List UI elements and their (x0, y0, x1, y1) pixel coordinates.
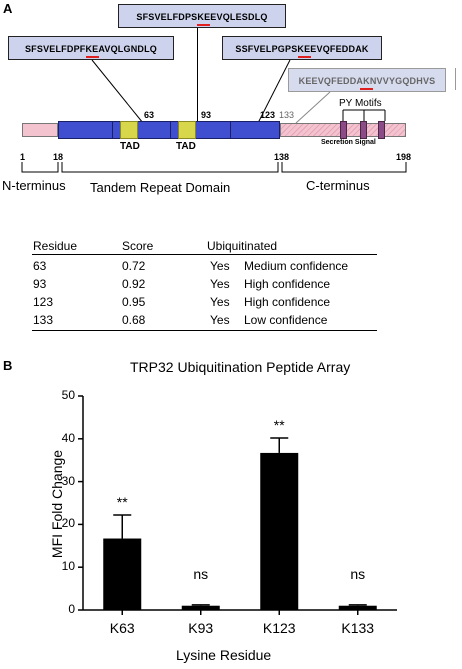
connectors (91, 59, 331, 124)
n-terminus-label: N-terminus (2, 178, 66, 193)
panel-a-label: A (3, 1, 13, 16)
table-cell-score: 0.72 (122, 259, 146, 273)
secretion-signal-label: Secretion Signal (321, 139, 376, 146)
position-198: 198 (396, 152, 412, 162)
y-tick-label: 50 (61, 388, 75, 402)
table-cell-confidence: Low confidence (244, 313, 328, 327)
y-tick-label: 0 (68, 602, 75, 616)
repeat-divider (230, 121, 231, 139)
py-motif-2 (360, 121, 367, 139)
py-motif-3 (378, 121, 385, 139)
peptide-sequence-123: SSFVELPGPSKEEVQFEDDAK (235, 44, 369, 54)
c-terminus-label: C-terminus (306, 178, 370, 193)
ubiquitination-mark-123 (298, 56, 311, 58)
table-cell-score: 0.68 (122, 313, 146, 327)
n-terminus-segment (22, 123, 58, 137)
n-terminus-bracket (21, 162, 59, 173)
y-tick-label: 40 (61, 430, 75, 445)
table-cell-confidence: High confidence (244, 295, 331, 309)
position-18: 18 (53, 152, 64, 162)
py-motif-bracket (342, 109, 386, 121)
y-tick-label: 20 (61, 516, 75, 531)
repeat-divider (112, 121, 113, 139)
table-cell-ubiquitinated: Yes (210, 277, 230, 291)
table-cell-ubiquitinated: Yes (210, 295, 230, 309)
repeat-domain-bracket (61, 162, 279, 173)
significance-k93: ns (193, 566, 208, 582)
tad-box-2 (178, 121, 196, 139)
peptide-sequence-63: SFSVELFDPFKEAVQLGNDLQ (24, 44, 158, 54)
table-cell-residue: 63 (33, 259, 47, 273)
table-cell-residue: 123 (33, 295, 54, 309)
peptide-box-133: KEEVQFEDDAKNVVYGQDHVS (288, 68, 446, 92)
site-label-123: 123 (260, 110, 276, 120)
x-tick-label: K93 (188, 620, 214, 636)
position-138: 138 (274, 152, 290, 162)
tad-label-2: TAD (176, 141, 196, 152)
ubiquitination-mark-133 (360, 88, 373, 90)
peptide-sequence-133: KEEVQFEDDAKNVVYGQDHVS (298, 76, 436, 86)
x-tick-label: K63 (109, 620, 135, 636)
connector-63 (91, 59, 144, 124)
region-brackets (21, 162, 407, 173)
ubiquitination-mark-93 (197, 24, 210, 26)
peptide-sequence-93: SFSVELFDPSKEEVQLESDLQ (136, 12, 268, 22)
table-cell-score: 0.92 (122, 277, 146, 291)
connector-133 (295, 91, 331, 124)
significance-k133: ns (350, 566, 365, 582)
repeat-divider (170, 121, 171, 139)
connector-123 (257, 59, 291, 124)
bar-k133 (338, 605, 377, 610)
chart-title: TRP32 Ubiquitination Peptide Array (130, 359, 351, 375)
chart-xlabel: Lysine Residue (176, 647, 272, 663)
site-label-63: 63 (144, 110, 155, 120)
table-cell-confidence: Medium confidence (244, 259, 349, 273)
site-label-93: 93 (201, 110, 212, 120)
table-cell-ubiquitinated: Yes (210, 259, 230, 273)
site-label-133: 133 (279, 110, 295, 120)
bar-k123 (260, 452, 299, 610)
table-cell-residue: 93 (33, 277, 47, 291)
table-header-ubiquitinated: Ubiquitinated (207, 239, 278, 253)
table-rule-top (32, 254, 377, 255)
ubiquitination-mark-63 (86, 56, 99, 58)
table-cell-ubiquitinated: Yes (210, 313, 230, 327)
table-cell-confidence: High confidence (244, 277, 331, 291)
table-header-score: Score (122, 239, 154, 253)
y-tick-label: 30 (61, 473, 75, 488)
bar-k63 (103, 538, 142, 610)
repeat-domain-label: Tandem Repeat Domain (90, 180, 231, 195)
table-rule-bottom (32, 330, 377, 331)
panel-b-label: B (3, 358, 13, 373)
repeat-domain-bar (58, 121, 280, 139)
table-header-residue: Residue (33, 239, 78, 253)
py-motifs-label: PY Motifs (339, 98, 382, 109)
table-cell-score: 0.95 (122, 295, 146, 309)
table-cell-residue: 133 (33, 313, 54, 327)
edge-line (455, 68, 456, 90)
tad-label-1: TAD (120, 141, 140, 152)
py-motif-1 (340, 121, 347, 139)
position-1: 1 (20, 152, 26, 162)
x-tick-label: K123 (262, 620, 296, 636)
peptide-box-63: SFSVELFDPFKEAVQLGNDLQ (8, 36, 174, 60)
connector-93 (197, 28, 198, 124)
c-terminus-bracket (281, 162, 407, 173)
x-tick-label: K133 (341, 620, 375, 636)
y-tick-label: 10 (61, 559, 75, 574)
bar-k93 (181, 605, 220, 610)
tad-box-1 (120, 121, 138, 139)
significance-k63: ** (117, 494, 128, 510)
significance-k123: ** (274, 417, 285, 433)
